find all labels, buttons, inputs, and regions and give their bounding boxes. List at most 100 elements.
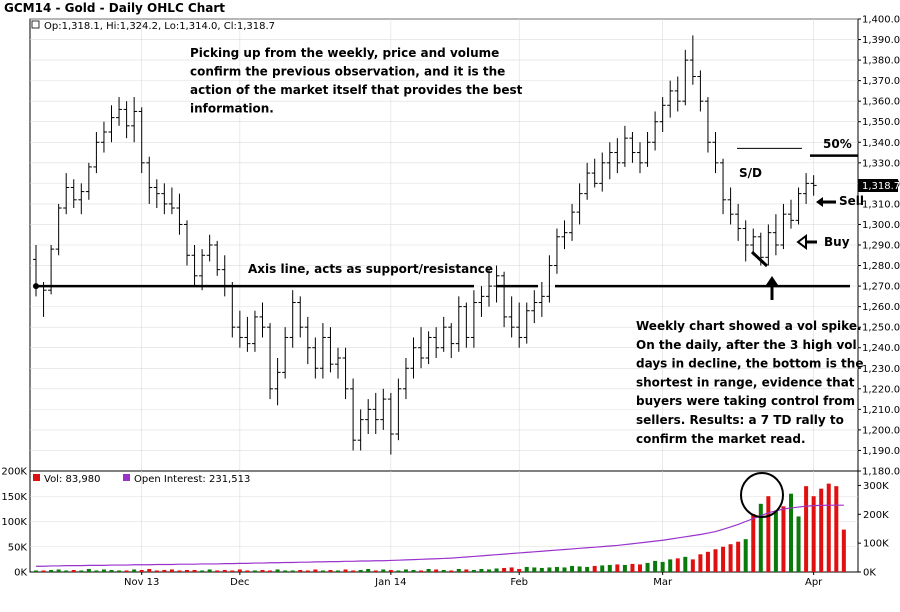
vol-legend-swatch (33, 474, 40, 481)
volume-bar (502, 567, 507, 572)
ohlc-bar (78, 183, 85, 215)
volume-bar (471, 569, 476, 572)
volume-bar (101, 569, 106, 572)
volume-bar (773, 511, 778, 572)
volume-bar (396, 570, 401, 572)
ohlc-bar (138, 107, 145, 174)
ohlc-bar (380, 388, 387, 430)
price-tick-label: 1,300.0 (862, 220, 900, 231)
volume-bar (162, 569, 167, 572)
volume-bar (373, 570, 378, 572)
volume-bar (237, 569, 242, 572)
volume-bars (34, 483, 846, 572)
annotation-line: confirm the market read. (636, 432, 806, 446)
decline-marker (750, 250, 769, 268)
ohlc-bar (259, 302, 266, 338)
last-price-label: 1,318.7 (862, 181, 900, 192)
price-tick-label: 1,230.0 (862, 364, 900, 375)
oi-legend: Open Interest: 231,513 (134, 474, 250, 485)
ohlc-bar (727, 187, 734, 225)
volume-bar (577, 566, 582, 572)
annotation-line: Weekly chart showed a vol spike. (636, 319, 862, 333)
open-interest-line (36, 504, 844, 567)
price-tick-label: 1,220.0 (862, 384, 900, 395)
ohlc-bar (70, 179, 77, 209)
ohlc-bar (48, 245, 55, 295)
volume-tick-label-left: 0K (14, 568, 27, 579)
ohlc-bar (191, 245, 198, 287)
ohlc-bar (100, 121, 107, 153)
ohlc-bar (606, 142, 613, 180)
volume-bar (728, 544, 733, 572)
intro-annotation: Picking up from the weekly, price and vo… (190, 46, 523, 116)
volume-bar (328, 569, 333, 572)
volume-bar (132, 569, 137, 572)
volume-bar (94, 570, 99, 572)
volume-bar (154, 570, 159, 572)
ohlc-bar (742, 220, 749, 262)
ohlc-bar (199, 249, 206, 291)
ohlc-bar (168, 187, 175, 215)
price-tick-label: 1,290.0 (862, 241, 900, 252)
oi-tick-label: 100K (863, 539, 889, 550)
volume-bar (381, 569, 386, 572)
ohlc-bar (304, 316, 311, 365)
ohlc-bar (561, 220, 568, 250)
volume-bar (298, 569, 303, 572)
chart-title: GCM14 - Gold - Daily OHLC Chart (4, 1, 226, 15)
volume-bar (351, 570, 356, 572)
volume-bar (751, 513, 756, 572)
x-tick-label: Mar (653, 577, 673, 588)
volume-bar (698, 554, 703, 572)
price-legend: Op:1,318.1, Hi:1,324.2, Lo:1,314.0, Cl:1… (44, 21, 275, 32)
oi-tick-label: 200K (863, 510, 889, 521)
volume-bar (177, 570, 182, 572)
ohlc-bar (55, 203, 62, 256)
vol-legend: Vol: 83,980 (44, 474, 101, 485)
price-y-axis: 1,180.0 1,190.0 1,200.0 1,210.0 1,220.0 1,230… (858, 15, 900, 478)
ohlc-bar (274, 358, 281, 406)
volume-bar (834, 486, 839, 572)
volume-bar (600, 565, 605, 572)
volume-bar (147, 568, 152, 572)
ohlc-bar (214, 240, 221, 276)
weekly-annotation: Weekly chart showed a vol spike. On the d… (636, 319, 863, 446)
volume-bar (185, 569, 189, 572)
volume-bar (615, 564, 620, 572)
ohlc-bar (637, 142, 643, 174)
volume-bar (766, 496, 771, 572)
ohlc-bar (455, 296, 462, 352)
ohlc-bar (795, 187, 802, 225)
price-tick-label: 1,180.0 (862, 467, 900, 478)
volume-bar (419, 570, 424, 572)
ohlc-bar (221, 255, 228, 297)
ohlc-bar (659, 97, 666, 132)
price-tick-label: 1,270.0 (862, 282, 900, 293)
ohlc-bar (319, 323, 326, 379)
ohlc-bar (85, 162, 92, 200)
ohlc-bars (33, 35, 817, 455)
volume-bar (668, 559, 673, 572)
volume-bar (109, 569, 114, 572)
ohlc-bar (372, 392, 379, 435)
volume-bar (630, 563, 635, 572)
price-tick-label: 1,380.0 (862, 56, 900, 67)
volume-bar (487, 569, 491, 572)
annotation-line: confirm the previous observation, and it… (190, 65, 505, 79)
ohlc-bar (395, 378, 402, 441)
volume-bar (336, 570, 340, 572)
volume-bar (562, 567, 567, 572)
ohlc-bar (425, 331, 432, 365)
volume-bar (539, 567, 544, 572)
volume-bar (811, 496, 816, 572)
ohlc-bar (463, 302, 470, 348)
volume-bar (494, 568, 499, 572)
volume-bar (124, 570, 129, 572)
volume-bar (71, 569, 76, 572)
volume-bar (260, 569, 265, 572)
volume-bar (34, 570, 38, 572)
ohlc-bar (433, 327, 440, 358)
volume-tick-label-left: 50K (8, 542, 28, 553)
volume-bar (675, 558, 680, 572)
ohlc-bar (599, 152, 606, 192)
